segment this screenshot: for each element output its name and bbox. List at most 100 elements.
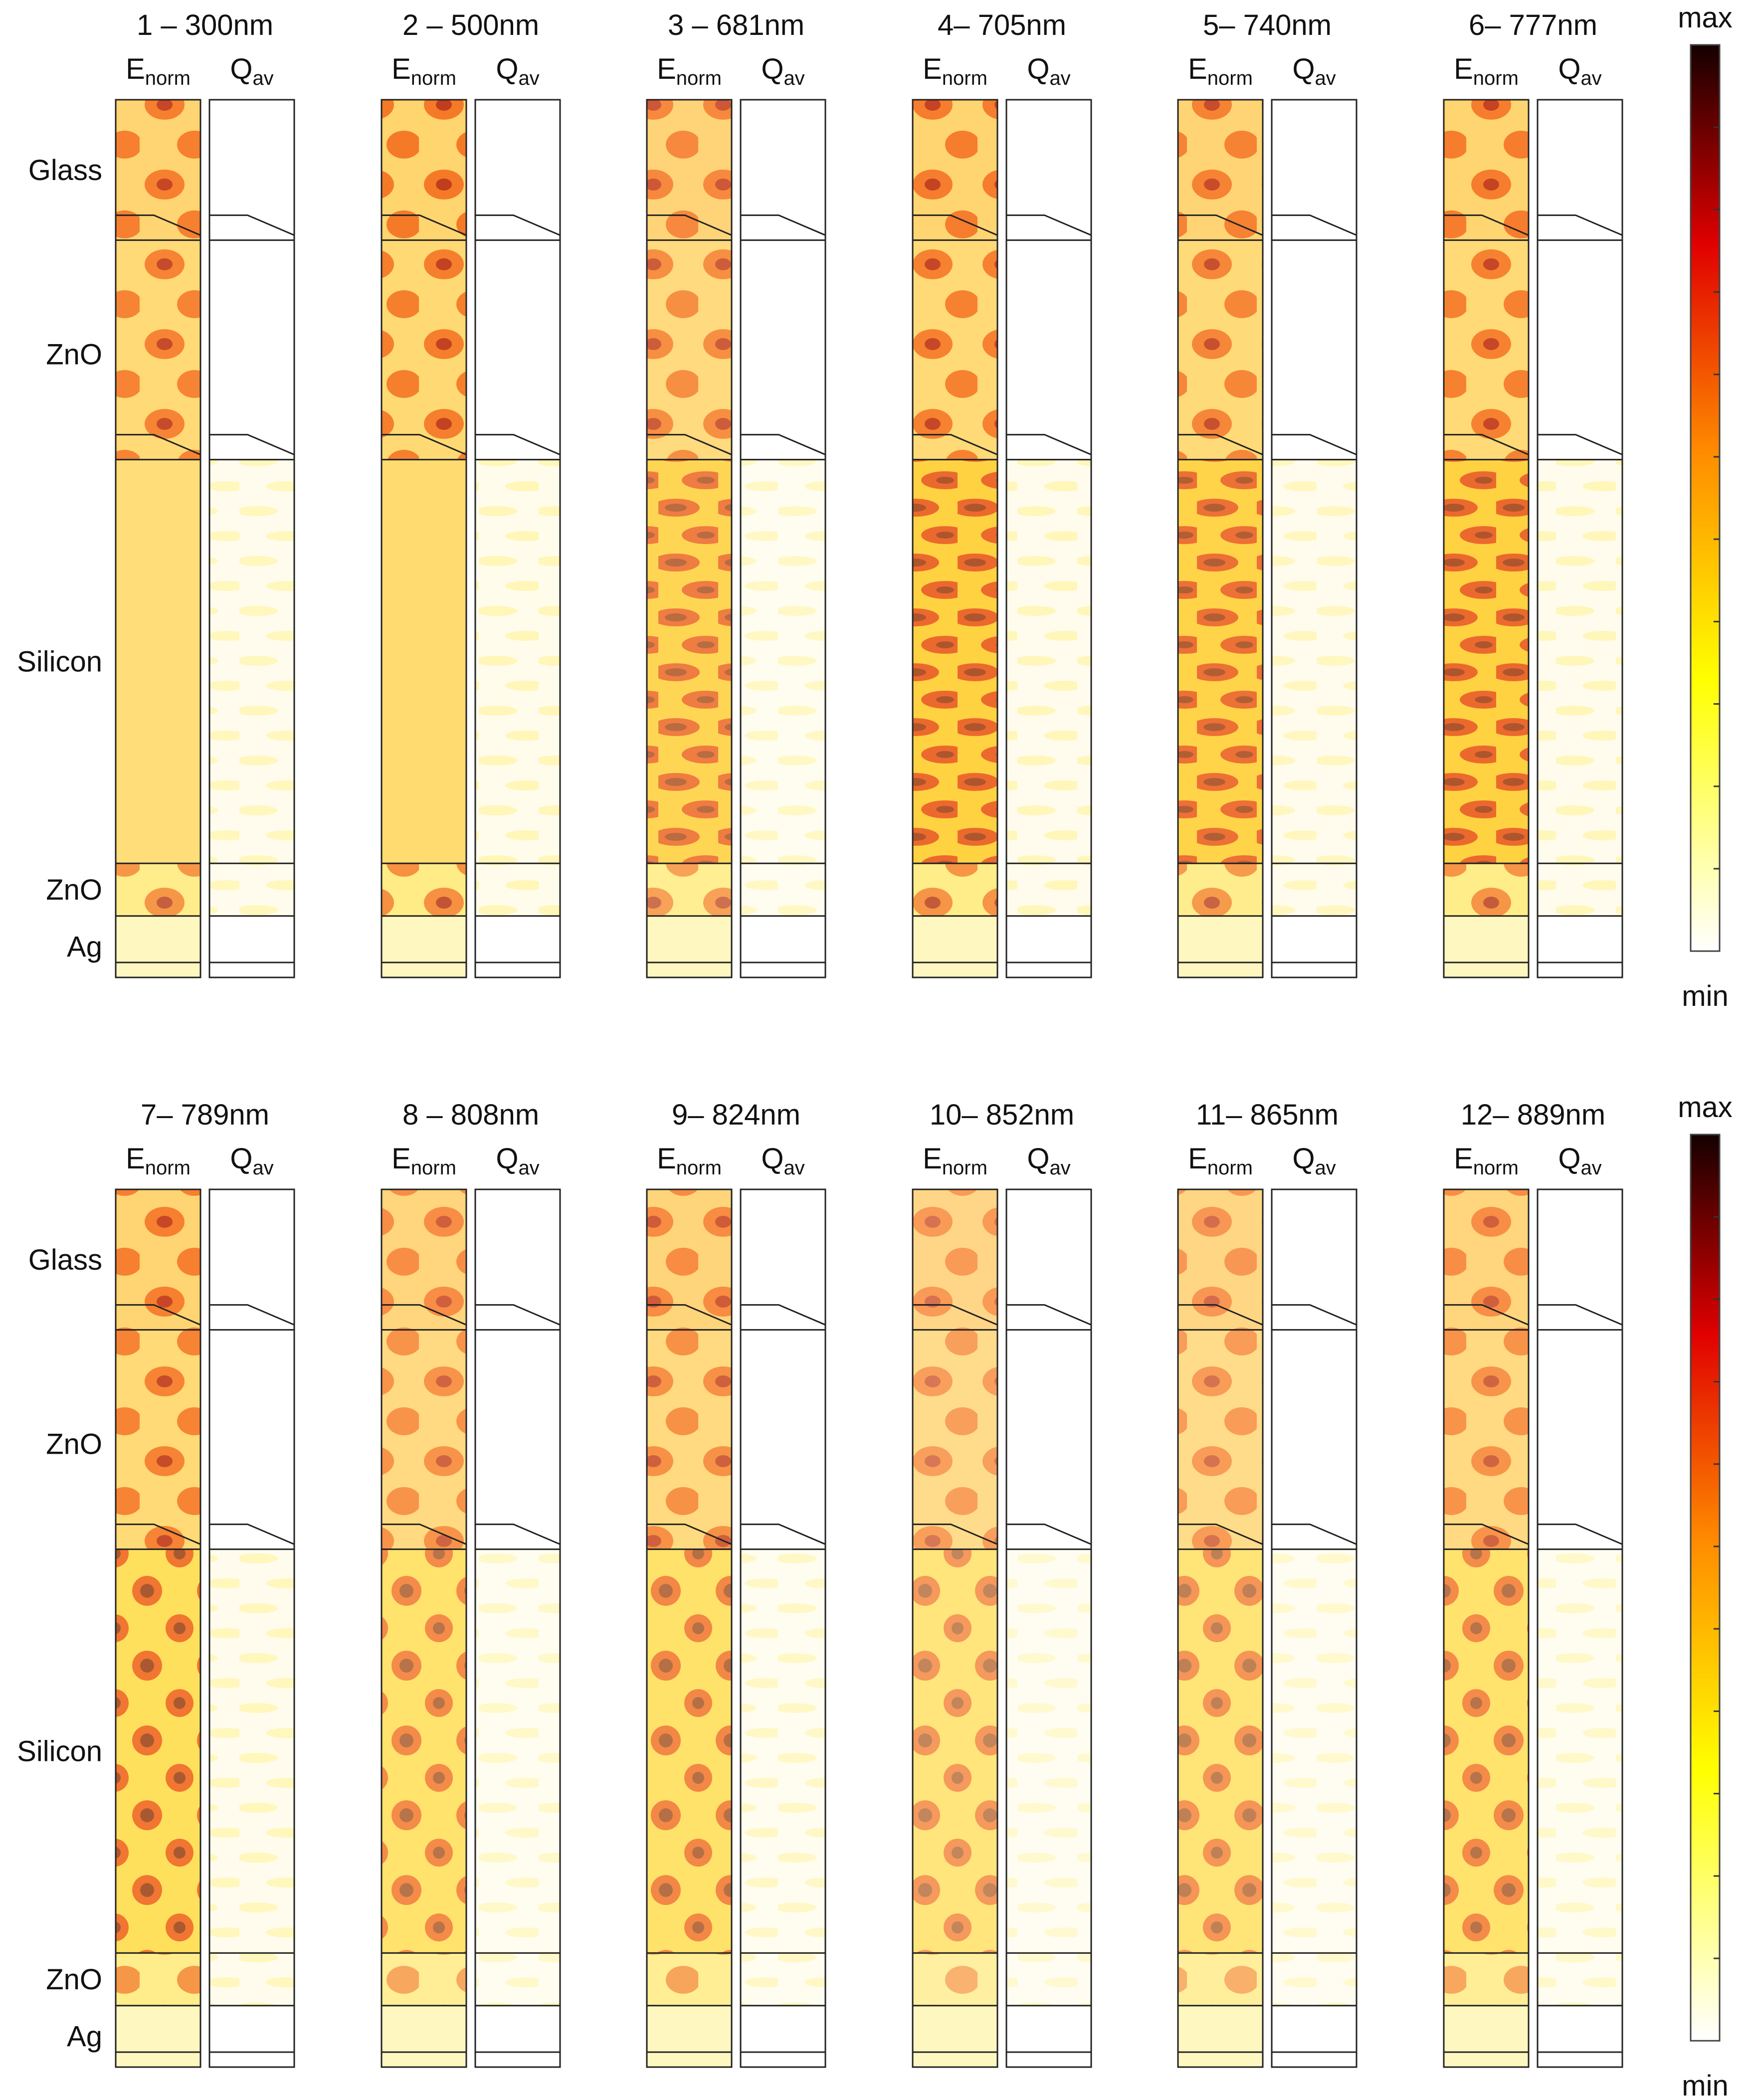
qav-field-pattern [1006,1549,1091,2006]
enorm-field-pattern [382,100,466,240]
qav-label: Qav [1027,1143,1070,1179]
textured-interface [475,434,561,455]
column-outline [912,99,998,978]
textured-interface [116,434,201,455]
enorm-layer-fill [382,459,466,864]
column-outline [1443,1188,1530,2068]
textured-interface [209,1304,295,1326]
panel-title: 8 – 808nm [402,1099,539,1131]
textured-interface [647,434,732,455]
layer-label: ZnO [46,874,102,906]
enorm-field-pattern [382,863,466,916]
enorm-field-pattern [1178,459,1263,864]
ag-layer-field [382,916,466,977]
enorm-field-pattern [913,1549,997,1953]
enorm-field-pattern [647,240,732,460]
column-outline [1177,99,1264,978]
field-panel: 11– 865nm Enorm Qav [1177,1099,1358,2068]
field-panel: 6– 777nm Enorm Qav [1443,9,1623,978]
textured-interface [1444,1304,1529,1326]
textured-interface [1538,1304,1623,1326]
enorm-field-pattern [1444,459,1529,864]
enorm-field-pattern [382,1549,466,1953]
enorm-field-pattern [647,1953,732,2006]
panel-title: 3 – 681nm [668,9,804,41]
field-panel: 8 – 808nm Enorm Qav [381,1099,561,2068]
panel-title: 7– 789nm [141,1099,269,1131]
textured-interface [382,434,467,455]
layer-label: Glass [28,154,102,187]
enorm-field-pattern [1444,1953,1529,2006]
textured-interface [209,1524,295,1545]
enorm-field-pattern [1178,240,1263,460]
layer-label: ZnO [46,1963,102,1996]
colorbar-max-label: max [1678,1091,1733,1124]
ag-layer-field [647,916,732,977]
layer-label: Silicon [17,645,102,678]
qav-label: Qav [1292,1143,1336,1179]
qav-field-pattern [209,1549,294,2006]
textured-interface [1272,1524,1357,1545]
panel-title: 5– 740nm [1203,9,1332,41]
enorm-field-pattern [647,863,732,916]
ag-layer-field [116,2005,200,2067]
column-outline [208,1188,295,2068]
enorm-layer-fill [116,459,200,864]
enorm-field-pattern [116,1953,200,2006]
textured-interface [1444,214,1529,236]
qav-label: Qav [761,1143,804,1179]
panel-title: 1 – 300nm [137,9,273,41]
textured-interface [1444,1524,1529,1545]
enorm-field-pattern [116,100,200,240]
textured-interface [647,214,732,236]
column-outline [1443,99,1530,978]
field-panel: 7– 789nm Enorm Qav [115,1099,295,2068]
ag-layer-field [647,2005,732,2067]
enorm-field-pattern [913,1330,997,1549]
enorm-field-pattern [913,1953,997,2006]
enorm-label: Enorm [126,1143,191,1179]
textured-interface [1006,214,1092,236]
qav-field-pattern [475,1549,560,2006]
field-panel: 5– 740nm Enorm Qav [1177,9,1358,978]
column-outline [1177,1188,1264,2068]
colorbar-min-label: min [1682,980,1728,1012]
textured-interface [382,1304,467,1326]
column-outline [381,1188,467,2068]
qav-label: Qav [230,53,273,89]
layer-label: Ag [67,2020,102,2053]
column-outline [1005,1188,1092,2068]
panel-title: 11– 865nm [1196,1099,1339,1131]
enorm-field-pattern [116,1549,200,1953]
layer-label: ZnO [46,1428,102,1460]
column-outline [1005,99,1092,978]
textured-interface [913,1304,998,1326]
enorm-field-pattern [1444,1189,1529,1330]
layer-label: ZnO [46,338,102,371]
qav-field-pattern [475,459,560,916]
qav-label: Qav [1558,1143,1601,1179]
enorm-field-pattern [1178,1549,1263,1953]
qav-field-pattern [1538,1549,1622,2006]
textured-interface [647,1304,732,1326]
enorm-field-pattern [382,1953,466,2006]
column-outline [115,99,201,978]
enorm-field-pattern [382,240,466,460]
ag-layer-field [1444,916,1529,977]
enorm-label: Enorm [1188,53,1253,89]
enorm-field-pattern [116,863,200,916]
panel-title: 6– 777nm [1469,9,1597,41]
enorm-field-pattern [1444,240,1529,460]
ag-layer-field [382,2005,466,2067]
enorm-label: Enorm [923,1143,987,1179]
textured-interface [1006,1304,1092,1326]
qav-label: Qav [496,1143,539,1179]
column-outline [115,1188,201,2068]
enorm-field-pattern [647,1549,732,1953]
enorm-field-pattern [1178,1330,1263,1549]
column-outline [912,1188,998,2068]
enorm-label: Enorm [1454,53,1519,89]
enorm-field-pattern [382,1189,466,1330]
textured-interface [1178,434,1263,455]
enorm-field-pattern [1444,1330,1529,1549]
